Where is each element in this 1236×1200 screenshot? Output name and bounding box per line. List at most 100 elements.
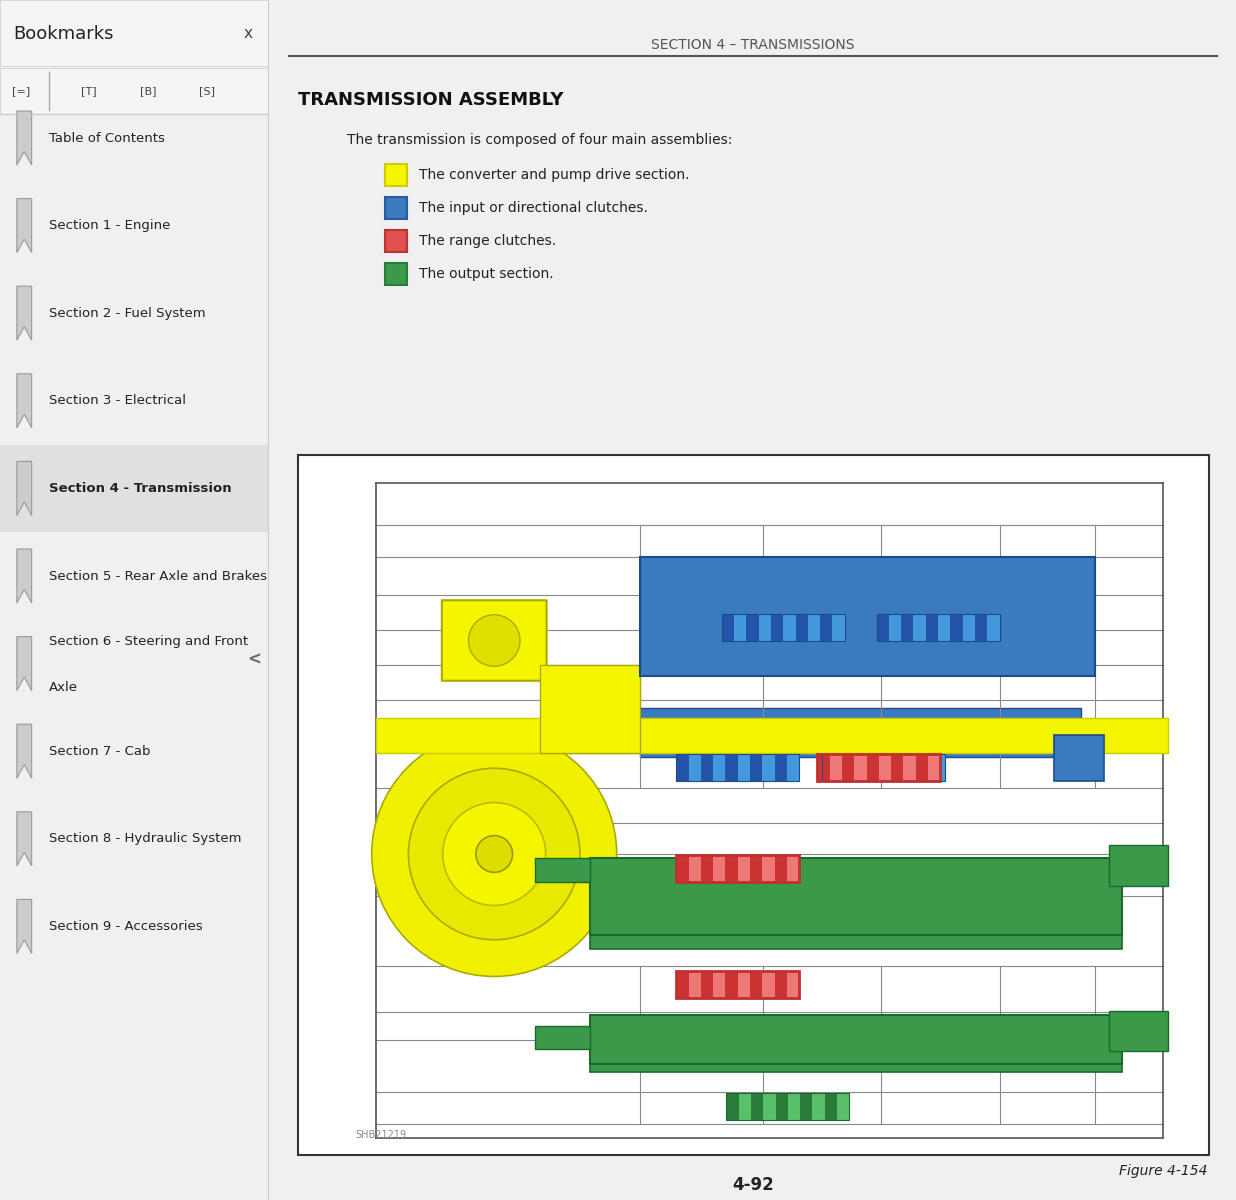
Bar bbox=[0, 68, 269, 114]
Text: Table of Contents: Table of Contents bbox=[48, 132, 164, 144]
Polygon shape bbox=[17, 110, 32, 164]
Text: Section 9 - Accessories: Section 9 - Accessories bbox=[48, 920, 203, 932]
Text: [B]: [B] bbox=[140, 86, 157, 96]
Bar bbox=[763, 856, 775, 882]
Text: [=]: [=] bbox=[12, 86, 31, 96]
Text: TRANSMISSION ASSEMBLY: TRANSMISSION ASSEMBLY bbox=[298, 91, 564, 109]
Text: Section 3 - Electrical: Section 3 - Electrical bbox=[48, 395, 185, 407]
Bar bbox=[775, 971, 787, 997]
Bar bbox=[775, 856, 787, 882]
Bar bbox=[676, 856, 800, 882]
Circle shape bbox=[468, 614, 520, 666]
Bar bbox=[871, 754, 884, 780]
Bar bbox=[901, 614, 913, 641]
Bar bbox=[884, 754, 896, 780]
Text: The input or directional clutches.: The input or directional clutches. bbox=[419, 200, 649, 215]
Text: Axle: Axle bbox=[48, 682, 78, 694]
Bar bbox=[713, 856, 726, 882]
Bar bbox=[763, 754, 775, 780]
Bar bbox=[775, 754, 787, 780]
FancyBboxPatch shape bbox=[441, 600, 546, 680]
Bar bbox=[812, 1093, 824, 1120]
Polygon shape bbox=[17, 636, 32, 690]
Bar bbox=[386, 263, 408, 284]
Polygon shape bbox=[17, 899, 32, 953]
Circle shape bbox=[408, 768, 580, 940]
Bar bbox=[926, 614, 938, 641]
Bar bbox=[676, 971, 800, 997]
Bar bbox=[876, 614, 1000, 641]
Bar bbox=[787, 856, 800, 882]
Bar bbox=[726, 856, 738, 882]
Bar bbox=[738, 754, 750, 780]
Bar bbox=[988, 614, 1000, 641]
Text: Section 1 - Engine: Section 1 - Engine bbox=[48, 220, 169, 232]
Bar bbox=[676, 754, 800, 780]
Bar bbox=[376, 718, 1168, 752]
Bar bbox=[787, 754, 800, 780]
Bar bbox=[590, 1015, 1122, 1064]
Bar bbox=[908, 754, 921, 780]
Bar bbox=[784, 614, 796, 641]
Bar bbox=[738, 971, 750, 997]
Polygon shape bbox=[17, 286, 32, 340]
Bar bbox=[829, 754, 842, 780]
Bar bbox=[896, 754, 908, 780]
Bar bbox=[833, 614, 844, 641]
Bar bbox=[676, 856, 688, 882]
Text: Section 2 - Fuel System: Section 2 - Fuel System bbox=[48, 307, 205, 319]
Bar bbox=[535, 1026, 590, 1049]
Bar bbox=[751, 1093, 764, 1120]
Bar bbox=[821, 614, 833, 641]
Polygon shape bbox=[17, 811, 32, 865]
Bar bbox=[889, 614, 901, 641]
Bar bbox=[921, 754, 933, 780]
Bar bbox=[688, 856, 701, 882]
Bar bbox=[747, 614, 759, 641]
Bar bbox=[876, 614, 889, 641]
Bar bbox=[0, 445, 269, 533]
Bar bbox=[590, 858, 1122, 935]
Polygon shape bbox=[17, 462, 32, 516]
Bar bbox=[817, 754, 829, 780]
Polygon shape bbox=[17, 550, 32, 602]
Text: [S]: [S] bbox=[199, 86, 215, 96]
Bar bbox=[933, 754, 944, 780]
Bar bbox=[834, 754, 847, 780]
Bar bbox=[842, 754, 854, 780]
Text: Figure 4-154: Figure 4-154 bbox=[1119, 1164, 1208, 1178]
Text: The output section.: The output section. bbox=[419, 266, 554, 281]
Bar bbox=[676, 971, 688, 997]
Bar bbox=[722, 614, 734, 641]
Bar bbox=[771, 614, 784, 641]
Text: Section 7 - Cab: Section 7 - Cab bbox=[48, 745, 150, 757]
Bar bbox=[847, 754, 859, 780]
Bar bbox=[950, 614, 963, 641]
Bar bbox=[540, 665, 640, 752]
Bar bbox=[891, 754, 904, 780]
Bar bbox=[713, 754, 726, 780]
Bar bbox=[824, 1093, 837, 1120]
Polygon shape bbox=[17, 198, 32, 252]
Bar bbox=[928, 754, 941, 780]
Bar bbox=[727, 1093, 849, 1120]
Text: x: x bbox=[243, 26, 252, 41]
Bar bbox=[1054, 734, 1104, 780]
Bar bbox=[676, 754, 688, 780]
Bar bbox=[775, 1093, 787, 1120]
Bar bbox=[759, 614, 771, 641]
Bar bbox=[1109, 1010, 1168, 1051]
Text: Section 5 - Rear Axle and Brakes: Section 5 - Rear Axle and Brakes bbox=[48, 570, 267, 582]
Bar bbox=[386, 197, 408, 218]
Bar bbox=[386, 164, 408, 186]
Bar bbox=[859, 754, 871, 780]
Bar bbox=[701, 971, 713, 997]
Bar bbox=[963, 614, 975, 641]
Bar bbox=[726, 971, 738, 997]
Text: The range clutches.: The range clutches. bbox=[419, 234, 556, 248]
Bar bbox=[800, 1093, 812, 1120]
Bar bbox=[713, 971, 726, 997]
Bar bbox=[640, 557, 1095, 676]
Bar bbox=[298, 455, 1209, 1154]
Bar bbox=[916, 754, 928, 780]
